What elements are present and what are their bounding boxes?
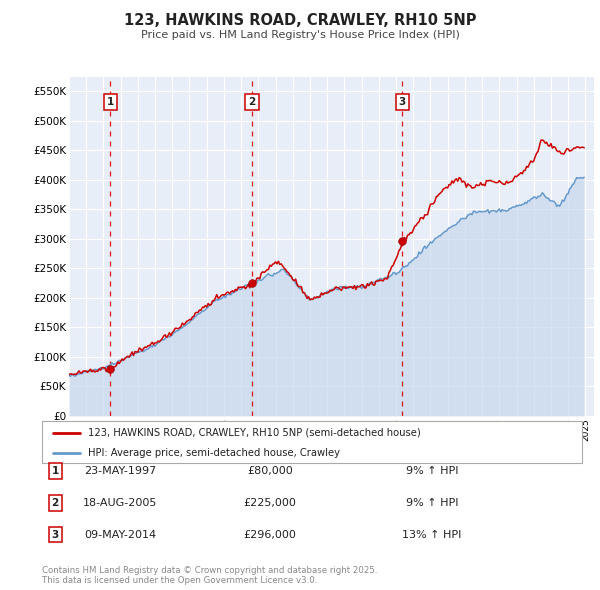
Text: 123, HAWKINS ROAD, CRAWLEY, RH10 5NP (semi-detached house): 123, HAWKINS ROAD, CRAWLEY, RH10 5NP (se… xyxy=(88,428,421,438)
Text: 1: 1 xyxy=(52,466,59,476)
Text: 3: 3 xyxy=(398,97,406,107)
Text: 23-MAY-1997: 23-MAY-1997 xyxy=(84,466,156,476)
Text: 1: 1 xyxy=(107,97,114,107)
Text: £225,000: £225,000 xyxy=(244,498,296,507)
Text: 123, HAWKINS ROAD, CRAWLEY, RH10 5NP: 123, HAWKINS ROAD, CRAWLEY, RH10 5NP xyxy=(124,13,476,28)
Text: 2: 2 xyxy=(248,97,256,107)
Text: 2: 2 xyxy=(52,498,59,507)
Text: 3: 3 xyxy=(52,530,59,539)
Text: Price paid vs. HM Land Registry's House Price Index (HPI): Price paid vs. HM Land Registry's House … xyxy=(140,30,460,40)
Text: £296,000: £296,000 xyxy=(244,530,296,539)
Text: 18-AUG-2005: 18-AUG-2005 xyxy=(83,498,157,507)
FancyBboxPatch shape xyxy=(42,421,582,463)
Text: £80,000: £80,000 xyxy=(247,466,293,476)
Text: HPI: Average price, semi-detached house, Crawley: HPI: Average price, semi-detached house,… xyxy=(88,448,340,457)
Text: 09-MAY-2014: 09-MAY-2014 xyxy=(84,530,156,539)
Text: Contains HM Land Registry data © Crown copyright and database right 2025.
This d: Contains HM Land Registry data © Crown c… xyxy=(42,566,377,585)
Text: 9% ↑ HPI: 9% ↑ HPI xyxy=(406,498,458,507)
Text: 13% ↑ HPI: 13% ↑ HPI xyxy=(403,530,461,539)
Text: 9% ↑ HPI: 9% ↑ HPI xyxy=(406,466,458,476)
